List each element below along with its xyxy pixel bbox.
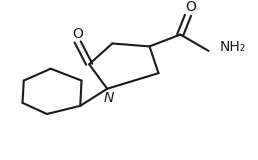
Text: N: N: [103, 91, 114, 105]
Text: O: O: [185, 0, 196, 14]
Text: NH₂: NH₂: [220, 40, 246, 54]
Text: O: O: [72, 27, 83, 41]
